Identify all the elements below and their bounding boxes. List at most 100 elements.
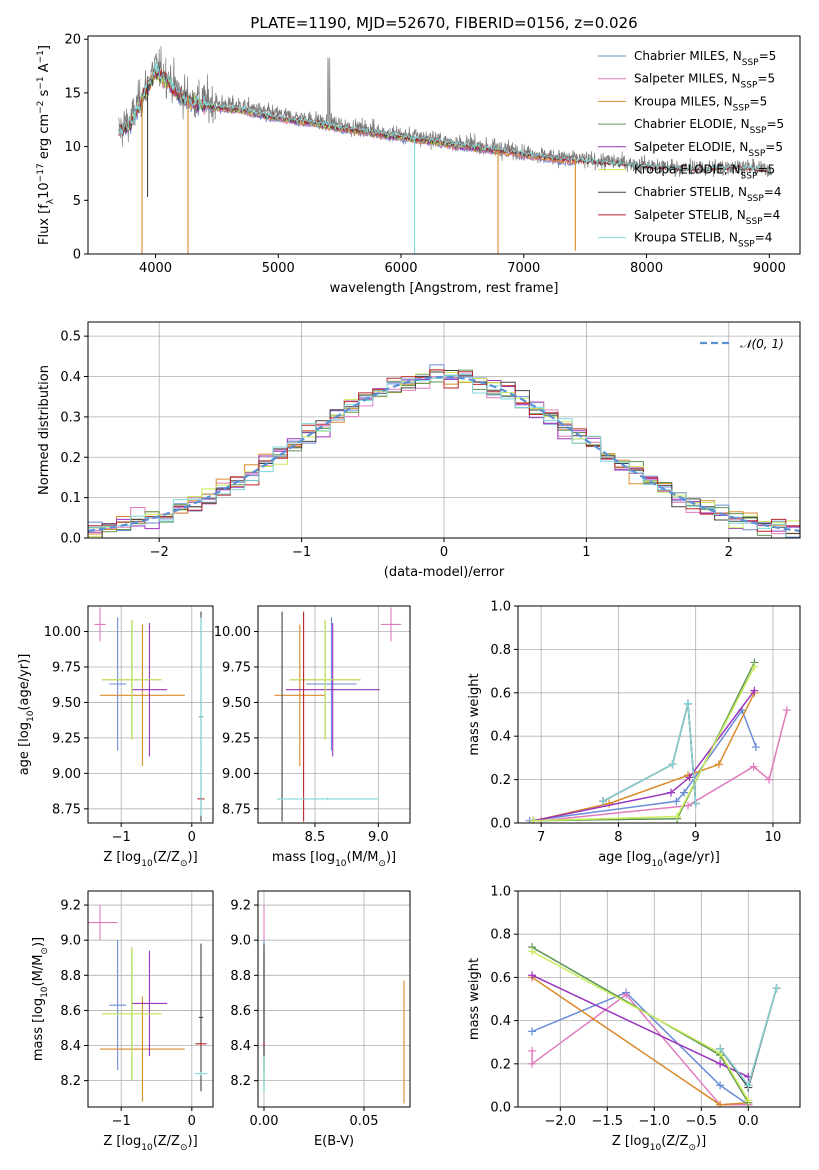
residuals-panel: −2 −1 0 1 2 0.0 0.1 0.2 0.3 0.4 0.5 (data-model)/er… xyxy=(37,321,801,580)
x-axis-label: (data-model)/error xyxy=(384,565,505,580)
x-tick-label: −2 xyxy=(150,545,169,560)
x-axis-label: Z [log10(Z/Z⊙)] xyxy=(103,850,197,869)
age-vs-Z-panel: −1 0 8.75 9.00 9.25 9.50 9.75 10.00 Z [log10(Z/Z… xyxy=(17,605,214,869)
legend-entry: Salpeter MILES, NSSP=5 xyxy=(634,72,775,91)
legend-entry: 𝒩(0, 1) xyxy=(740,337,784,351)
x-tick-label: −1.0 xyxy=(639,1114,671,1129)
legend-entry: Kroupa ELODIE, NSSP=5 xyxy=(634,163,775,182)
observed-spectrum xyxy=(118,46,772,179)
series-marker xyxy=(529,816,538,823)
y-tick-label: 10.00 xyxy=(214,625,251,640)
y-axis-label: mass weight xyxy=(467,958,482,1040)
y-tick-label: 8.2 xyxy=(230,1074,251,1089)
y-tick-label: 8.6 xyxy=(230,1004,251,1019)
legend-entry: Chabrier STELIB, NSSP=4 xyxy=(634,185,782,204)
y-tick-label: 0.0 xyxy=(490,817,511,832)
series-line-salpeter-elodie xyxy=(533,690,756,822)
y-tick-label: 0.4 xyxy=(60,370,81,385)
y-tick-label: 0.4 xyxy=(490,1014,511,1029)
y-tick-label: 8.4 xyxy=(60,1039,81,1054)
series-marker xyxy=(782,706,791,715)
x-tick-label: 10 xyxy=(765,830,782,845)
x-tick-label: −1.5 xyxy=(592,1114,624,1129)
y-tick-label: 0.6 xyxy=(490,686,511,701)
y-tick-label: 1.0 xyxy=(490,600,511,615)
y-tick-label: 0.2 xyxy=(490,1057,511,1072)
x-axis-label: Z [log10(Z/Z⊙)] xyxy=(103,1134,197,1153)
chart-title: PLATE=1190, MJD=52670, FIBERID=0156, z=0… xyxy=(250,14,637,32)
series-line-kroupa-stelib xyxy=(602,703,697,804)
series-marker xyxy=(714,760,723,769)
series-line-kroupa-miles xyxy=(531,976,749,1106)
x-tick-label: −1 xyxy=(112,830,131,845)
y-tick-label: 0.4 xyxy=(490,730,511,745)
axes-frame xyxy=(257,890,411,1108)
legend-entry: Kroupa MILES, NSSP=5 xyxy=(634,94,767,113)
weight-vs-Z-panel: −2.0 −1.5 −1.0 −0.5 0.0 0.0 0.2 0.4 0.6 0.8 1.0 Z [… xyxy=(467,885,801,1153)
y-tick-label: 1.0 xyxy=(490,885,511,900)
series-marker xyxy=(605,799,614,808)
histogram-kroupa-stelib xyxy=(88,374,800,538)
y-tick-label: 9.75 xyxy=(52,660,81,675)
axes-frame xyxy=(517,605,801,824)
series-marker xyxy=(772,984,781,993)
y-tick-label: 9.2 xyxy=(230,899,251,914)
x-tick-label: 4000 xyxy=(139,261,172,276)
x-tick-label: 7000 xyxy=(507,261,540,276)
model-spectrum-kroupa-elodie xyxy=(124,67,500,154)
x-tick-label: −1 xyxy=(292,545,311,560)
series-marker xyxy=(716,1059,725,1068)
series-marker xyxy=(666,788,675,797)
series-marker xyxy=(744,1096,753,1105)
series-marker xyxy=(716,1081,725,1090)
series-marker xyxy=(622,990,631,999)
y-tick-label: 9.25 xyxy=(52,731,81,746)
x-tick-label: 0 xyxy=(188,830,196,845)
y-tick-label: 8.8 xyxy=(230,969,251,984)
mass-vs-ebv-panel: 0.00 0.05 8.2 8.4 8.6 8.8 9.0 9.2 E(B-V) xyxy=(230,890,411,1149)
y-axis-label: Normed distribution xyxy=(37,365,52,495)
series-line-salpeter-miles xyxy=(541,710,788,822)
series-marker xyxy=(528,1027,537,1036)
y-tick-label: 8.8 xyxy=(60,969,81,984)
axes-frame xyxy=(87,35,801,255)
series-marker xyxy=(528,947,537,956)
spectrum-panel: 4000 5000 6000 7000 8000 9000 0 5 10 15 20 PLATE=11… xyxy=(36,14,801,296)
y-tick-label: 5 xyxy=(73,194,81,209)
y-tick-label: 0.2 xyxy=(490,773,511,788)
x-tick-label: −1 xyxy=(112,1114,131,1129)
spectrum-lines xyxy=(118,46,772,254)
series-marker xyxy=(528,971,537,980)
series-marker xyxy=(685,773,694,782)
axes-frame xyxy=(257,605,411,824)
x-tick-label: 9 xyxy=(692,830,700,845)
y-tick-label: 9.0 xyxy=(230,934,251,949)
series-marker xyxy=(672,797,681,806)
y-tick-label: 0.3 xyxy=(60,410,81,425)
series-marker xyxy=(680,788,689,797)
series-marker xyxy=(765,775,774,784)
series-marker xyxy=(528,1059,537,1068)
x-tick-label: 9000 xyxy=(753,261,786,276)
x-tick-label: 6000 xyxy=(384,261,417,276)
y-tick-label: 9.0 xyxy=(60,934,81,949)
series-line-salpeter-elodie xyxy=(531,974,749,1078)
x-tick-label: 0.0 xyxy=(738,1114,759,1129)
y-axis-label: mass [log10(M/M⊙)] xyxy=(31,937,50,1061)
series-marker xyxy=(716,1100,725,1107)
y-tick-label: 9.75 xyxy=(222,660,251,675)
series-line-chabrier-elodie xyxy=(533,662,756,822)
series-marker xyxy=(750,686,759,695)
y-tick-label: 9.00 xyxy=(52,767,81,782)
x-tick-label: 0 xyxy=(440,545,448,560)
x-axis-label: E(B-V) xyxy=(314,1134,354,1149)
legend-entry: Salpeter STELIB, NSSP=4 xyxy=(634,208,780,227)
y-tick-label: 9.50 xyxy=(222,696,251,711)
axes-frame xyxy=(87,890,214,1108)
axes-frame xyxy=(87,321,801,539)
y-tick-label: 0 xyxy=(73,248,81,263)
y-tick-label: 0.2 xyxy=(60,451,81,466)
y-tick-label: 15 xyxy=(64,86,81,101)
y-tick-label: 0.5 xyxy=(60,330,81,345)
y-tick-label: 8.2 xyxy=(60,1074,81,1089)
